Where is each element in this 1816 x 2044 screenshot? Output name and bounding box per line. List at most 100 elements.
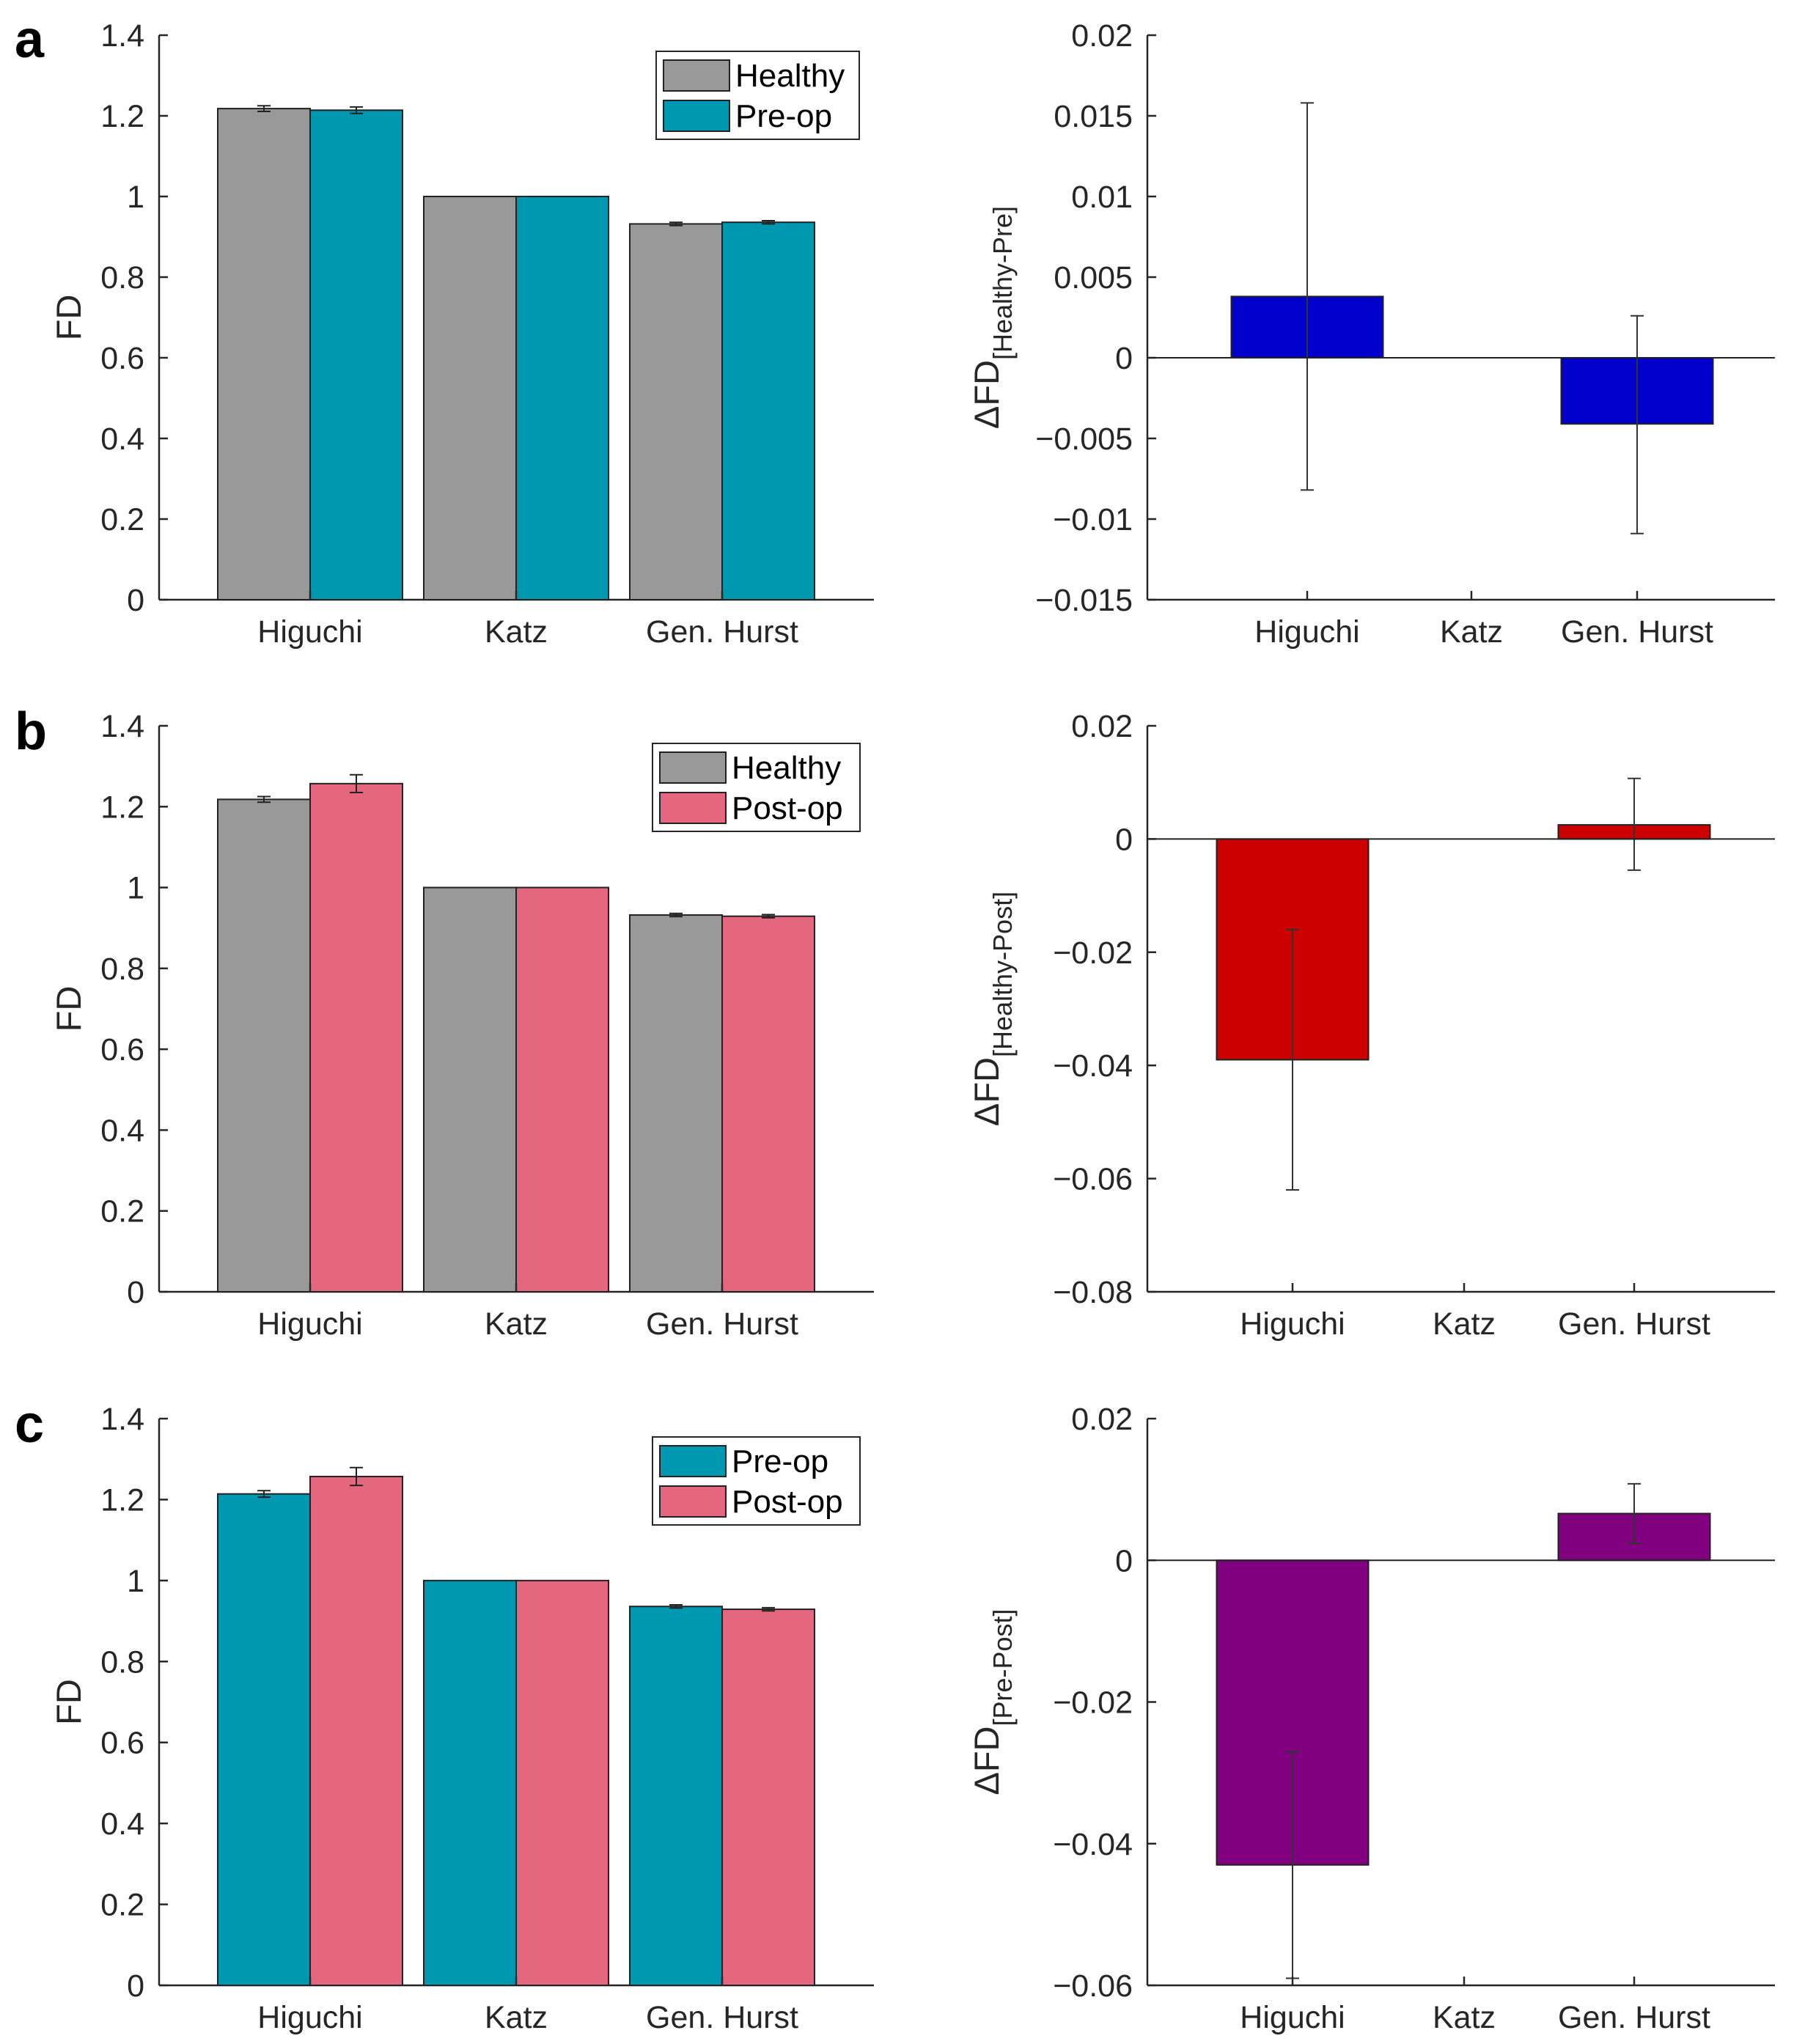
legend: Healthy Pre-op	[655, 51, 860, 140]
panel-letter: b	[15, 702, 47, 761]
y-tick-label: 0.02	[1071, 18, 1133, 54]
x-tick-label: Katz	[485, 1306, 548, 1342]
y-tick-label: 0.6	[100, 1032, 144, 1067]
legend-swatch-1	[659, 1485, 727, 1518]
bar-healthy-1	[423, 196, 517, 600]
x-tick-label: Katz	[1433, 2000, 1496, 2035]
bar-healthy-1	[423, 886, 517, 1293]
y-tick-label: 0.8	[100, 952, 144, 987]
y-tick-label: 0.02	[1071, 1402, 1133, 1437]
y-axis-label-subscript: [Healthy-Post]	[988, 892, 1018, 1057]
y-tick-label: 0.01	[1071, 180, 1133, 215]
y-tick-label: 0	[127, 1968, 144, 2004]
y-tick-label: 0	[1115, 341, 1133, 376]
x-tick-label: Gen. Hurst	[646, 614, 798, 650]
y-tick-label: 0.02	[1071, 709, 1133, 744]
legend-swatch-0	[663, 59, 730, 92]
x-tick-label: Katz	[485, 614, 548, 650]
x-tick-label: Gen. Hurst	[1558, 1306, 1710, 1342]
y-tick-label: 0	[1115, 1543, 1133, 1578]
y-tick-label: 1.2	[100, 99, 144, 134]
bar-postop-1	[515, 886, 609, 1293]
bar-healthy-2	[629, 223, 723, 600]
y-tick-label: 0	[1115, 822, 1133, 857]
y-tick-label: 0.6	[100, 1726, 144, 1761]
legend-label-1: Post-op	[732, 1484, 843, 1520]
y-tick-label: 1.4	[100, 18, 144, 54]
bar-healthy-2	[629, 914, 723, 1293]
panel-letter: c	[15, 1395, 44, 1454]
y-tick-label: 0.2	[100, 1194, 144, 1229]
y-tick-label: 0.4	[100, 1806, 144, 1842]
y-tick-label: 0	[127, 1275, 144, 1310]
bar-postop-0	[309, 782, 403, 1293]
y-tick-label: 0.6	[100, 341, 144, 376]
y-axis-label-main: ΔFD	[967, 1057, 1006, 1126]
y-tick-label: 1	[127, 871, 144, 906]
chart-b-right: −0.08 −0.06 −0.04 −0.02 0 0.02 Higuchi Katz Gen.…	[967, 709, 1775, 1342]
bar-preop-2	[721, 221, 815, 600]
legend: Healthy Post-op	[652, 743, 861, 832]
bar-preop-1	[515, 196, 609, 600]
y-tick-label: −0.02	[1053, 1685, 1133, 1721]
y-tick-label: 0	[127, 583, 144, 618]
bar-postop-1	[515, 1579, 609, 1987]
y-axis-label: ΔFD[Healthy-Pre]	[967, 206, 1018, 429]
y-axis-label: ΔFD[Pre-Post]	[967, 1609, 1018, 1795]
y-tick-label: 1.2	[100, 1482, 144, 1518]
y-tick-label: −0.005	[1035, 422, 1133, 457]
legend-label-1: Post-op	[732, 790, 843, 826]
y-axis-label-main: ΔFD	[967, 1727, 1006, 1795]
y-tick-label: −0.02	[1053, 935, 1133, 971]
legend-label-0: Healthy	[735, 58, 845, 94]
y-tick-label: 0.015	[1054, 99, 1133, 134]
y-axis-label-main: ΔFD	[967, 360, 1006, 429]
x-tick-label: Gen. Hurst	[1561, 614, 1713, 650]
x-tick-label: Higuchi	[1240, 2000, 1345, 2035]
chart-c-right: −0.06 −0.04 −0.02 0 0.02 Higuchi Katz Gen. Hurs…	[967, 1402, 1775, 2035]
y-axis-label: FD	[49, 295, 88, 341]
bar-preop-1	[423, 1579, 517, 1987]
y-axis-label-subscript: [Pre-Post]	[988, 1609, 1018, 1726]
chart-b-left: 0 0.2 0.4 0.6 0.8 1 1.2 1.4 Higuchi Katz Gen. Hurs…	[49, 709, 874, 1342]
y-tick-label: −0.06	[1053, 1162, 1133, 1197]
y-tick-label: 0.2	[100, 502, 144, 537]
y-tick-label: −0.04	[1053, 1048, 1133, 1084]
x-tick-label: Gen. Hurst	[1558, 2000, 1710, 2035]
y-tick-label: −0.08	[1053, 1275, 1133, 1310]
x-tick-label: Higuchi	[257, 1306, 362, 1342]
y-tick-label: 0.4	[100, 1113, 144, 1148]
y-tick-label: 1.2	[100, 790, 144, 825]
chart-a-left: 0 0.2 0.4 0.6 0.8 1 1.2 1.4 Higuchi Katz Gen. Hurs…	[49, 18, 874, 650]
y-tick-label: 0.8	[100, 260, 144, 295]
y-tick-label: 1	[127, 1564, 144, 1599]
y-tick-label: −0.06	[1053, 1968, 1133, 2004]
legend-swatch-1	[663, 100, 730, 132]
legend-swatch-0	[659, 751, 727, 784]
y-tick-label: 1.4	[100, 1402, 144, 1437]
y-tick-label: −0.04	[1053, 1827, 1133, 1862]
chart-c-left: 0 0.2 0.4 0.6 0.8 1 1.2 1.4 Higuchi Katz Gen. Hurs…	[49, 1402, 874, 2035]
x-tick-label: Katz	[485, 2000, 548, 2035]
y-tick-label: −0.015	[1035, 583, 1133, 618]
bar-preop-0	[217, 1493, 311, 1987]
x-tick-label: Higuchi	[257, 2000, 362, 2035]
bar-healthy-0	[217, 108, 311, 601]
y-tick-label: 0.2	[100, 1888, 144, 1923]
x-tick-label: Gen. Hurst	[646, 2000, 798, 2035]
bar-postop-0	[309, 1475, 403, 1986]
x-tick-label: Katz	[1440, 614, 1503, 650]
x-tick-label: Higuchi	[1254, 614, 1359, 650]
panel-letter: a	[15, 10, 45, 69]
y-tick-label: 1.4	[100, 709, 144, 744]
bar-postop-2	[721, 1609, 815, 1987]
y-tick-label: 0.005	[1054, 260, 1133, 295]
bar-healthy-0	[217, 798, 311, 1293]
y-axis-label-subscript: [Healthy-Pre]	[988, 206, 1018, 360]
chart-a-right: −0.015 −0.01 −0.005 0 0.005 0.01 0.015 0.02 Higu…	[967, 18, 1775, 650]
y-axis-label: FD	[49, 1679, 88, 1725]
y-axis-label: ΔFD[Healthy-Post]	[967, 892, 1018, 1126]
legend-label-1: Pre-op	[735, 98, 832, 134]
bar-postop-2	[721, 915, 815, 1293]
